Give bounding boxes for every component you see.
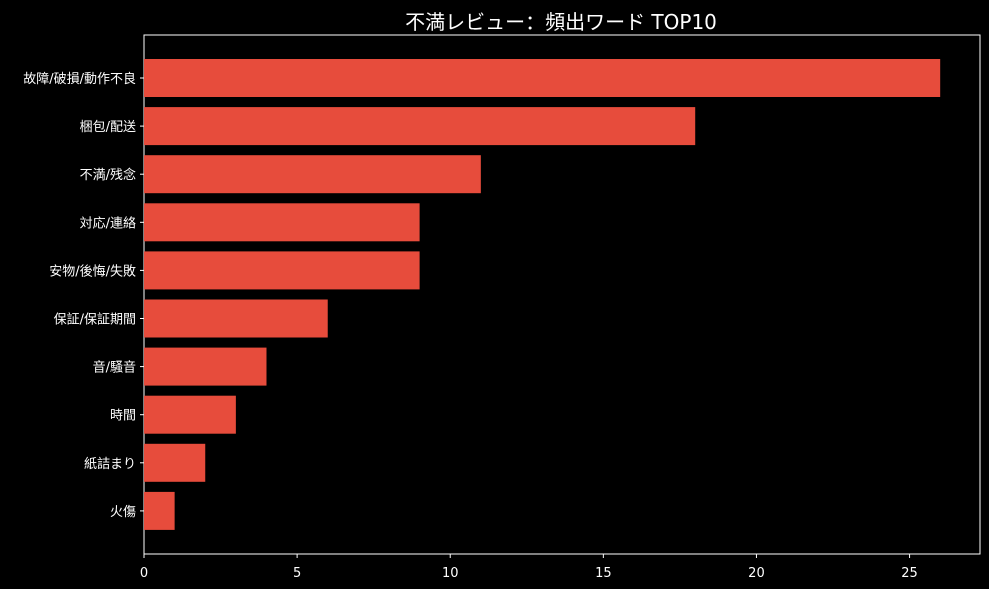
plot-area-frame <box>143 34 981 555</box>
category-label: 対応/連絡 <box>80 215 136 231</box>
x-tick-label: 25 <box>901 566 918 581</box>
bar <box>144 443 206 482</box>
category-label: 安物/後悔/失敗 <box>49 264 136 279</box>
bars-group <box>144 59 941 530</box>
category-label: 紙詰まり <box>84 456 136 472</box>
x-tick-label: 15 <box>595 566 612 581</box>
bar <box>144 203 420 242</box>
bar <box>144 299 328 338</box>
bar <box>144 491 175 530</box>
x-tick-label: 0 <box>140 566 148 581</box>
category-label: 音/騒音 <box>93 360 136 376</box>
category-label: 時間 <box>110 409 136 424</box>
category-label: 梱包/配送 <box>80 120 136 135</box>
category-label: 保証/保証期間 <box>54 313 136 328</box>
category-label: 火傷 <box>110 505 136 520</box>
category-labels-group: 故障/破損/動作不良梱包/配送不満/残念対応/連絡安物/後悔/失敗保証/保証期間… <box>23 71 144 520</box>
bar <box>144 347 267 386</box>
x-tick-label: 5 <box>293 566 301 581</box>
category-label: 故障/破損/動作不良 <box>23 71 136 87</box>
category-label: 不満/残念 <box>80 167 136 183</box>
bar <box>144 395 236 434</box>
bar <box>144 107 696 146</box>
x-ticks-group: 0 5 10 15 20 25 <box>140 554 918 581</box>
x-tick-label: 20 <box>748 566 765 581</box>
bar <box>144 251 420 290</box>
chart-title: 不満レビュー：頻出ワード TOP10 <box>405 10 717 34</box>
x-tick-label: 10 <box>442 566 459 581</box>
bar <box>144 59 941 97</box>
bar <box>144 155 481 194</box>
